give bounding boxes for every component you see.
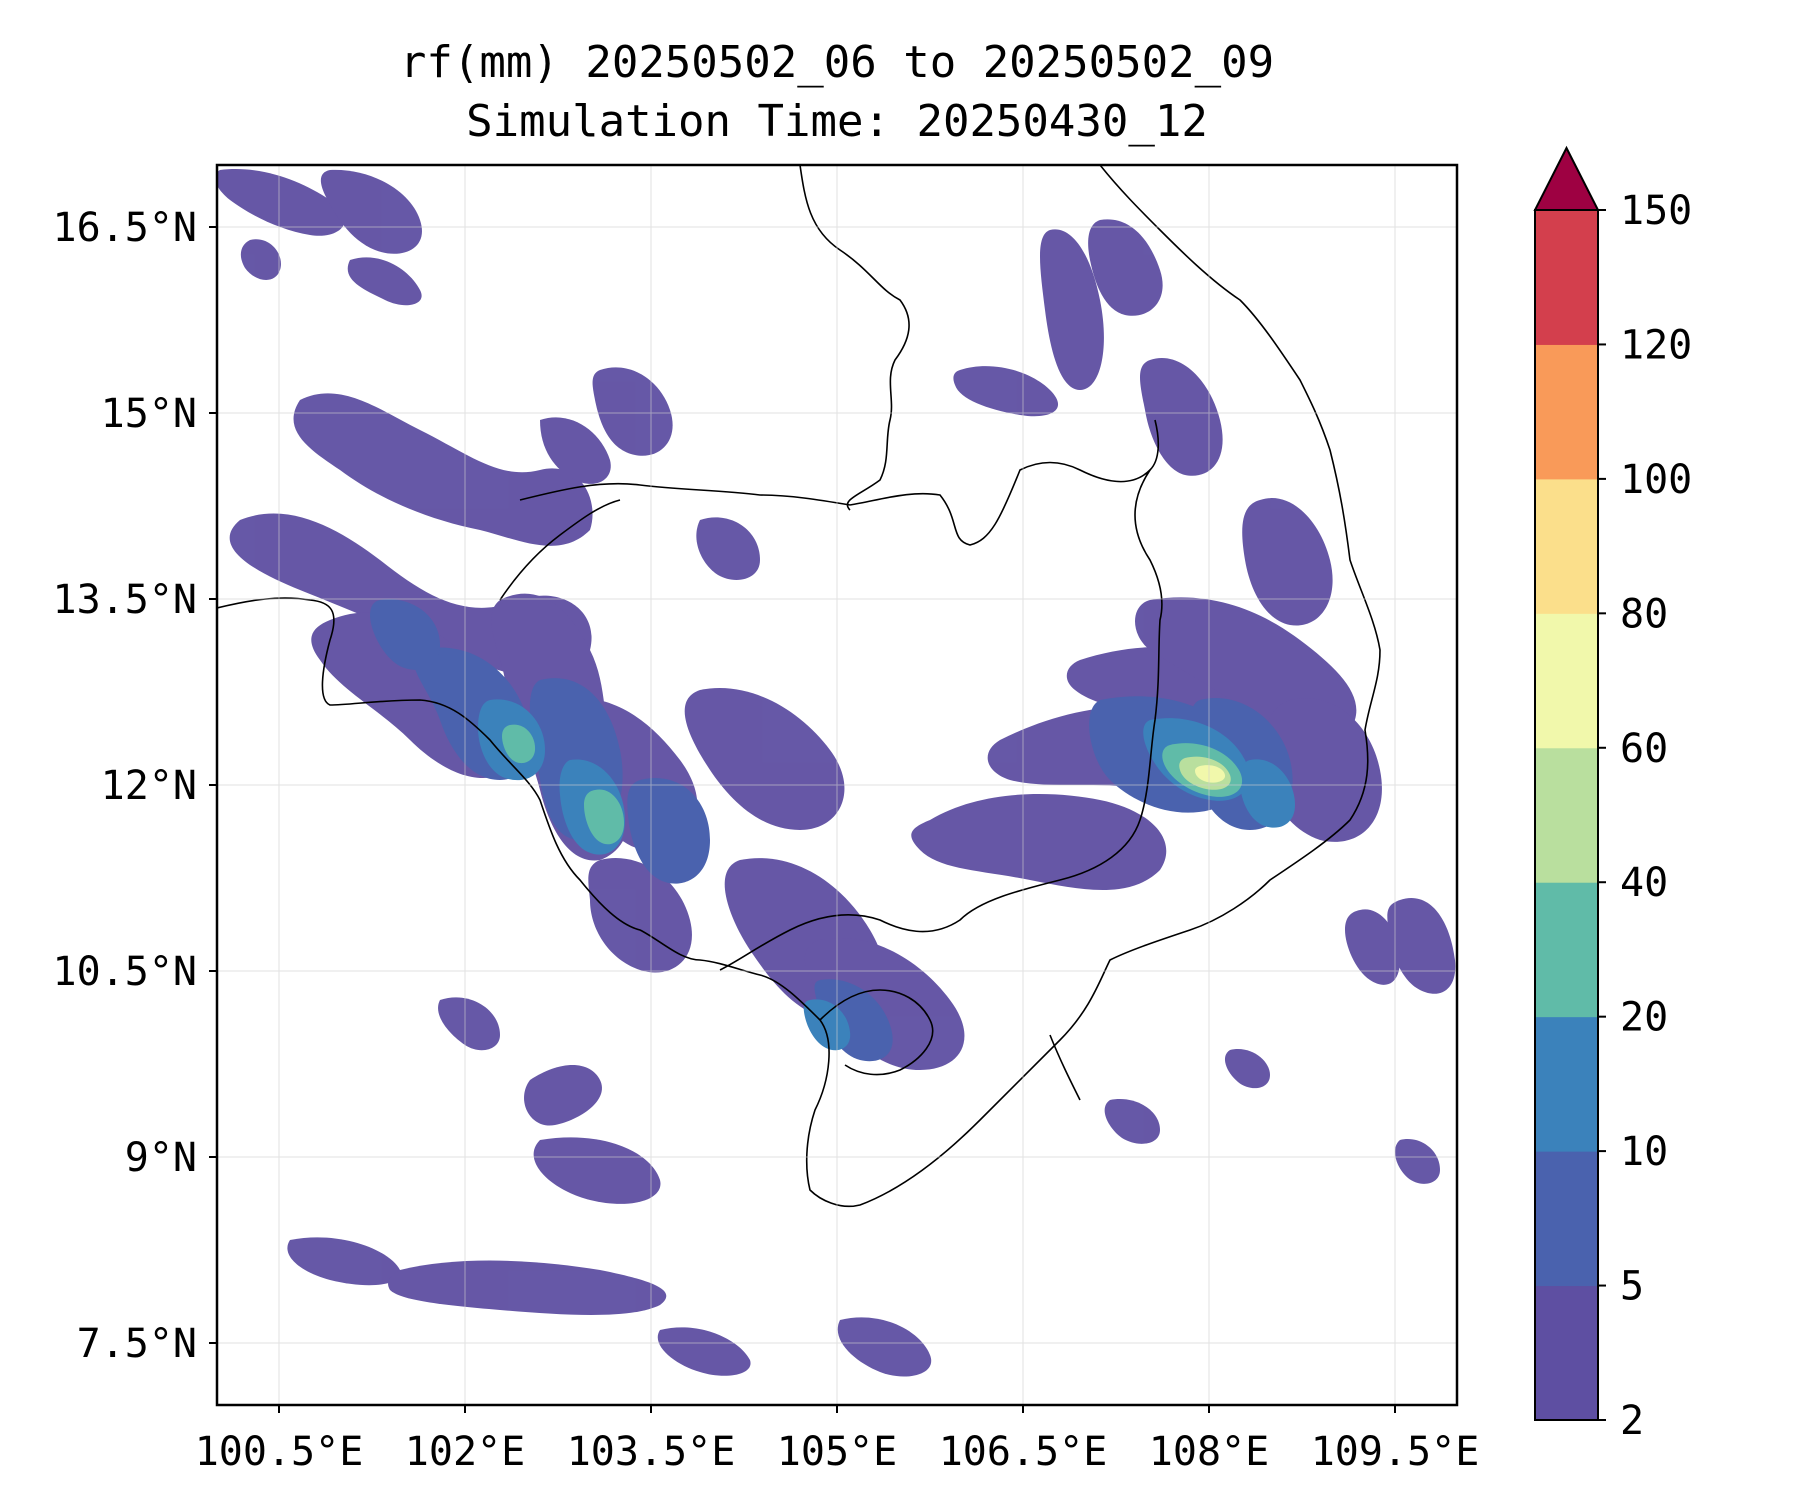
map-title-line-2: Simulation Time: 20250430_12 (466, 96, 1208, 147)
map-title-line-1: rf(mm) 20250502_06 to 20250502_09 (399, 37, 1275, 88)
colorbar-tick-label: 120 (1620, 322, 1692, 368)
colorbar-segment (1535, 1016, 1598, 1152)
lon-tick-label: 100.5°E (195, 1429, 364, 1475)
latitude-axis: 7.5°N 9°N 10.5°N 12°N 13.5°N 15°N 16.5°N (53, 205, 217, 1367)
lat-tick-label: 12°N (101, 763, 197, 809)
lon-tick-label: 108°E (1149, 1429, 1269, 1475)
lat-tick-label: 10.5°N (53, 949, 198, 995)
colorbar-segment (1535, 613, 1598, 749)
colorbar-tick-label: 150 (1620, 188, 1692, 234)
lon-tick-label: 106.5°E (939, 1429, 1108, 1475)
lon-tick-label: 105°E (777, 1429, 897, 1475)
colorbar: 2 5 10 20 40 60 80 100 120 150 (1533, 145, 1692, 1444)
lon-tick-label: 102°E (405, 1429, 525, 1475)
colorbar-tick-label: 2 (1620, 1398, 1644, 1444)
lat-tick-label: 16.5°N (53, 205, 198, 251)
lon-tick-label: 109.5°E (1311, 1429, 1480, 1475)
colorbar-segment (1535, 882, 1598, 1018)
colorbar-segment (1535, 747, 1598, 883)
colorbar-tick-label: 20 (1620, 995, 1668, 1041)
colorbar-tick-label: 5 (1620, 1264, 1644, 1310)
colorbar-extend-arrow (1533, 145, 1600, 211)
lon-tick-label: 103.5°E (567, 1429, 736, 1475)
colorbar-tick-label: 40 (1620, 860, 1668, 906)
colorbar-segment (1535, 210, 1598, 345)
colorbar-tick-label: 80 (1620, 591, 1668, 637)
coastlines-borders (217, 165, 1381, 1208)
colorbar-segment (1535, 478, 1598, 614)
longitude-axis: 100.5°E 102°E 103.5°E 105°E 106.5°E 108°E 109.… (195, 1405, 1480, 1475)
lat-tick-label: 9°N (125, 1135, 197, 1181)
colorbar-tick-label: 100 (1620, 457, 1692, 503)
colorbar-segment (1535, 1285, 1598, 1421)
colorbar-tick-label: 10 (1620, 1129, 1668, 1175)
lat-tick-label: 13.5°N (53, 577, 198, 623)
lat-tick-label: 15°N (101, 391, 197, 437)
colorbar-segment (1535, 344, 1598, 480)
lat-tick-label: 7.5°N (77, 1321, 197, 1367)
colorbar-frame (1534, 209, 1599, 1421)
colorbar-segment (1535, 1151, 1598, 1287)
map-gridlines (217, 165, 1457, 1405)
rainfall-contours (217, 169, 1456, 1377)
colorbar-tick-label: 60 (1620, 726, 1668, 772)
